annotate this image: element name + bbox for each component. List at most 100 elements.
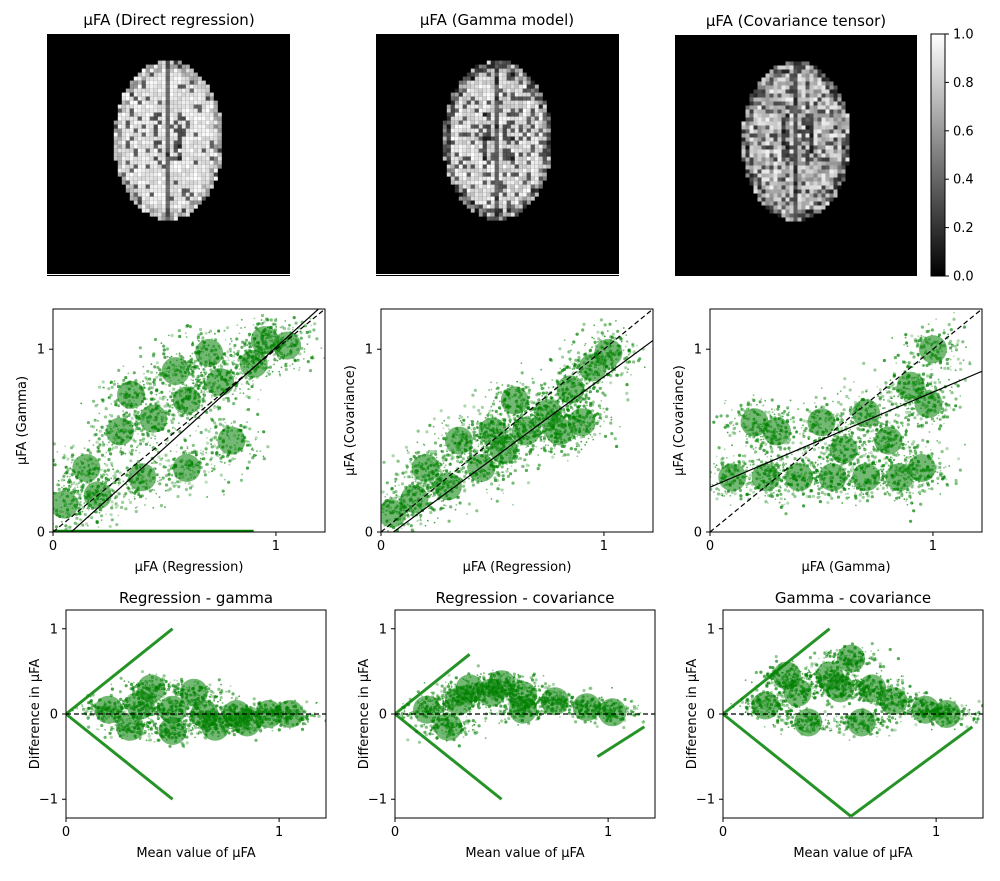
data-point — [87, 471, 92, 475]
brain-pixel — [161, 192, 166, 197]
brain-pixel — [462, 148, 467, 153]
data-point — [226, 350, 230, 354]
brain-pixel — [450, 180, 455, 185]
brain-pixel — [514, 156, 519, 161]
brain-pixel — [494, 144, 499, 149]
data-point — [294, 321, 298, 325]
brain-pixel — [478, 68, 483, 73]
brain-pixel — [801, 177, 806, 182]
data-point — [140, 409, 143, 412]
brain-pixel — [149, 112, 154, 117]
data-point — [171, 432, 173, 434]
image-title: μFA (Direct regression) — [83, 11, 254, 29]
brain-pixel — [165, 76, 170, 81]
brain-pixel — [177, 80, 182, 85]
brain-pixel — [458, 116, 463, 121]
data-point — [224, 355, 227, 357]
data-point — [245, 466, 250, 470]
data-point — [379, 519, 381, 521]
brain-pixel — [470, 120, 475, 125]
brain-pixel — [185, 84, 190, 89]
brain-pixel — [466, 148, 471, 153]
brain-pixel — [470, 192, 475, 197]
data-point — [135, 420, 138, 423]
brain-pixel — [805, 89, 810, 94]
brain-pixel — [809, 213, 814, 218]
data-point — [174, 428, 177, 431]
data-point — [191, 352, 194, 355]
data-point — [196, 339, 199, 341]
brain-pixel — [177, 108, 182, 113]
brain-pixel — [165, 72, 170, 77]
data-point — [135, 414, 138, 417]
data-point — [100, 433, 104, 438]
brain-pixel — [161, 92, 166, 97]
brain-pixel — [837, 165, 842, 170]
brain-pixel — [745, 125, 750, 130]
brain-pixel — [442, 152, 447, 157]
brain-pixel — [153, 156, 158, 161]
brain-pixel — [486, 184, 491, 189]
brain-pixel — [813, 209, 818, 214]
brain-pixel — [193, 84, 198, 89]
brain-pixel — [789, 61, 794, 66]
data-point — [244, 349, 246, 352]
brain-pixel — [145, 112, 150, 117]
data-point — [120, 453, 123, 456]
brain-pixel — [769, 205, 774, 210]
brain-pixel — [462, 200, 467, 205]
data-point — [219, 364, 224, 369]
data-point — [152, 506, 155, 509]
brain-pixel — [506, 104, 511, 109]
data-point — [262, 455, 265, 458]
brain-pixel — [502, 172, 507, 177]
brain-pixel — [498, 76, 503, 81]
brain-pixel — [801, 189, 806, 194]
data-point — [280, 344, 283, 347]
brain-pixel — [785, 97, 790, 102]
data-point — [165, 475, 168, 478]
brain-pixel — [458, 108, 463, 113]
brain-pixel — [841, 133, 846, 138]
data-point — [376, 513, 379, 516]
data-point — [211, 418, 215, 423]
brain-pixel — [490, 120, 495, 125]
brain-pixel — [133, 100, 138, 105]
data-point — [125, 473, 129, 477]
brain-pixel — [781, 69, 786, 74]
brain-pixel — [121, 132, 126, 137]
brain-pixel — [458, 140, 463, 145]
brain-pixel — [538, 180, 543, 185]
brain-pixel — [793, 125, 798, 130]
data-point — [298, 369, 300, 371]
brain-pixel — [197, 120, 202, 125]
brain-pixel — [514, 196, 519, 201]
brain-pixel — [753, 145, 758, 150]
brain-pixel — [177, 128, 182, 133]
brain-pixel — [797, 125, 802, 130]
brain-pixel — [169, 204, 174, 209]
data-point — [71, 502, 73, 505]
data-point — [279, 375, 281, 377]
brain-pixel — [213, 152, 218, 157]
brain-pixel — [829, 169, 834, 174]
data-point — [193, 384, 197, 388]
brain-pixel — [145, 104, 150, 109]
brain-pixel — [773, 149, 778, 154]
brain-pixel — [837, 121, 842, 126]
brain-pixel — [129, 148, 134, 153]
brain-pixel — [745, 145, 750, 150]
brain-pixel — [785, 173, 790, 178]
data-point — [253, 303, 255, 305]
brain-pixel — [217, 160, 222, 165]
brain-pixel — [197, 124, 202, 129]
data-point — [77, 470, 81, 475]
data-point — [204, 386, 208, 391]
brain-pixel — [213, 108, 218, 113]
brain-pixel — [165, 200, 170, 205]
brain-pixel — [470, 204, 475, 209]
brain-pixel — [530, 124, 535, 129]
brain-pixel — [185, 208, 190, 213]
brain-pixel — [470, 132, 475, 137]
brain-pixel — [149, 196, 154, 201]
